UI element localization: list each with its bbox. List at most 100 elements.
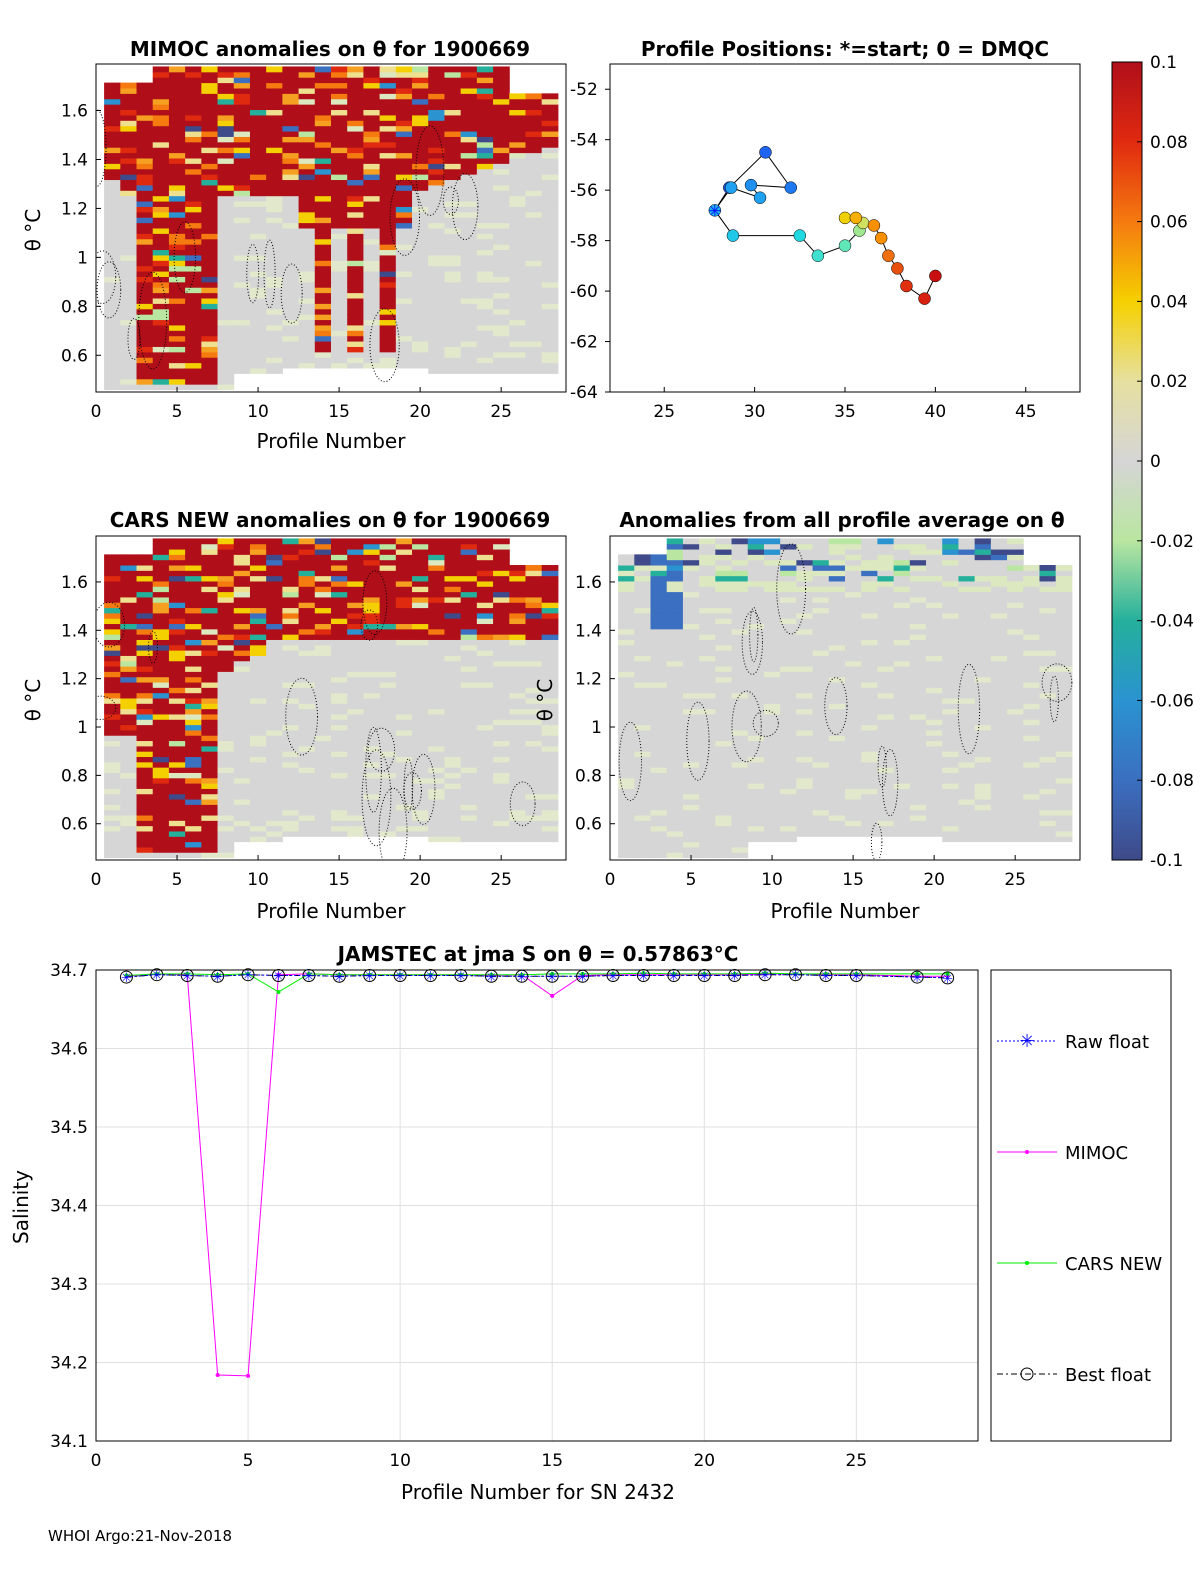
g-allavg-cell <box>828 735 846 742</box>
g-cars-cell <box>120 745 138 752</box>
g-allavg-cell <box>796 623 814 630</box>
g-mimoc-cell <box>347 324 364 331</box>
g-mimoc-cell <box>395 292 413 299</box>
g-allavg-cell <box>893 735 911 742</box>
g-allavg-cell <box>942 799 959 805</box>
g-cars-cell <box>363 644 381 651</box>
g-mimoc-cell <box>168 77 186 84</box>
g-allavg-cell <box>618 698 635 704</box>
g-mimoc-cell <box>347 179 364 186</box>
g-allavg-cell <box>828 660 846 667</box>
g-allavg-cell <box>812 809 830 816</box>
g-mimoc-cell <box>493 265 510 272</box>
g-mimoc-cell <box>249 125 267 132</box>
g-allavg-cell <box>861 623 878 630</box>
g-allavg-cell <box>699 644 716 651</box>
g-cars-cell <box>201 671 219 678</box>
g-mimoc-cell <box>249 254 267 261</box>
g-mimoc-cell <box>460 190 478 197</box>
g-mimoc-cell <box>298 314 316 321</box>
g-mimoc-cell <box>314 163 332 170</box>
g-mimoc-cell <box>331 276 348 283</box>
g-allavg-cell <box>861 692 878 699</box>
g-mimoc-cell <box>379 131 397 137</box>
g-mimoc-cell <box>168 271 186 277</box>
g-mimoc-cell <box>363 314 381 321</box>
g-mimoc-cell <box>412 281 429 288</box>
g-allavg-cell <box>812 575 830 582</box>
g-cars-cell <box>298 639 316 646</box>
g-cars-cell <box>217 639 235 646</box>
g-cars-cell <box>168 841 186 848</box>
g-allavg-cell <box>666 751 684 758</box>
g-allavg-cell <box>877 580 895 587</box>
g-allavg-cell <box>828 628 846 635</box>
g-mimoc-cell <box>168 190 186 197</box>
g-cars-cell <box>412 719 429 726</box>
g-allavg-cell <box>747 618 765 625</box>
g-mimoc-cell <box>493 195 510 202</box>
g-allavg-cell <box>618 852 635 859</box>
g-mimoc-cell <box>136 346 154 353</box>
g-mimoc-cell <box>347 238 364 245</box>
g-allavg-cell <box>990 682 1008 688</box>
g-mimoc-cell <box>541 357 559 364</box>
g-cars-cell <box>201 596 219 603</box>
g-allavg-cell <box>747 650 765 656</box>
g-cars-cell <box>168 708 186 715</box>
g-cars-cell <box>493 836 510 843</box>
g-allavg-cell <box>731 809 749 816</box>
g-allavg-cell <box>618 644 635 651</box>
g-allavg-cell <box>682 655 700 662</box>
g-cars-cell <box>120 740 138 747</box>
g-cars-cell <box>379 671 397 678</box>
g-allavg-cell <box>763 703 781 710</box>
g-mimoc-cell <box>120 357 138 364</box>
g-mimoc-cell <box>509 335 526 342</box>
g-allavg-cell <box>958 708 976 715</box>
g-cars-cell <box>509 836 526 843</box>
g-cars-cell <box>104 830 121 837</box>
g-cars-cell <box>168 777 186 784</box>
g-cars-cell <box>525 703 543 710</box>
g-mimoc-cell <box>444 168 462 175</box>
g-cars-cell <box>152 788 170 795</box>
g-allavg-cell <box>942 650 959 656</box>
g-allavg-cell <box>731 804 749 811</box>
g-allavg-cell <box>1023 644 1040 651</box>
g-mimoc-cell <box>201 298 219 304</box>
g-mimoc-cell <box>201 206 219 213</box>
g-mimoc-cell <box>331 238 348 245</box>
g-cars-cell <box>298 825 316 832</box>
g-allavg-cell <box>796 586 814 593</box>
g-mimoc-cell <box>152 147 170 154</box>
g-cars-cell <box>347 559 364 566</box>
g-allavg-cell <box>877 820 895 827</box>
g-mimoc-contour <box>173 221 197 294</box>
g-cars-cell <box>525 687 543 694</box>
g-allavg-cell <box>796 538 814 545</box>
g-cars-cell <box>541 612 559 619</box>
g-mimoc-cell <box>347 244 364 251</box>
g-allavg-cell <box>1055 799 1073 805</box>
g-cars-cell <box>136 602 154 609</box>
g-allavg-cell <box>796 799 814 805</box>
g-cars-cell <box>476 634 494 640</box>
g-cars-cell <box>217 825 235 832</box>
g-mimoc-cell <box>152 357 170 364</box>
g-cars-cell <box>282 692 300 699</box>
g-allavg-cell <box>682 543 700 550</box>
g-mimoc-cell <box>493 157 510 164</box>
positions-ytick-label: -60 <box>570 282 598 302</box>
g-mimoc-cell <box>493 87 510 94</box>
g-cars-cell <box>185 777 202 784</box>
g-mimoc-cell <box>120 217 138 224</box>
g-allavg-cell <box>763 751 781 758</box>
g-mimoc-cell <box>152 152 170 159</box>
g-allavg-cell <box>682 740 700 747</box>
g-cars-cell <box>217 687 235 694</box>
g-mimoc-ytick-label: 1.4 <box>61 150 88 170</box>
g-allavg-cell <box>1023 767 1040 773</box>
g-mimoc-cell <box>104 109 121 116</box>
g-allavg-cell <box>731 660 749 667</box>
